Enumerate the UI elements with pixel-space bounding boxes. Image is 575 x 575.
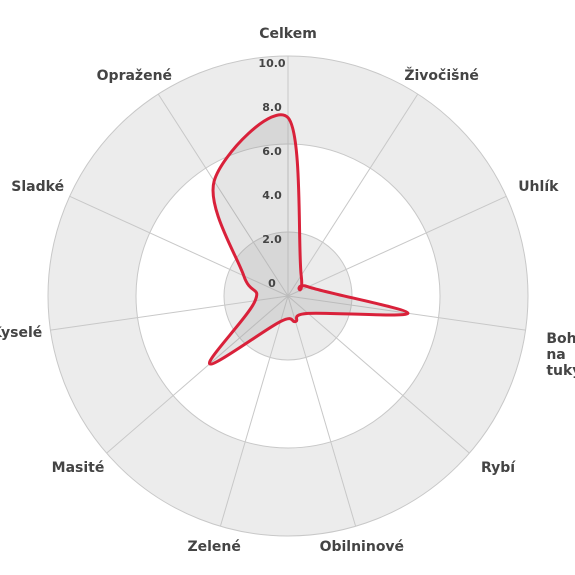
tick-label: 6.0 bbox=[262, 145, 282, 158]
spoke bbox=[287, 195, 507, 297]
axis-label: Kyselé bbox=[0, 325, 43, 342]
tick-label: 10.0 bbox=[258, 57, 285, 70]
axis-label: Obilninové bbox=[319, 539, 405, 556]
spoke bbox=[287, 295, 357, 527]
tick-label: 2.0 bbox=[262, 233, 282, 246]
spoke bbox=[287, 93, 419, 297]
spoke bbox=[157, 93, 289, 297]
axis-label: Zelené bbox=[187, 539, 241, 556]
spoke bbox=[50, 295, 289, 331]
axis-label: Masité bbox=[51, 459, 105, 476]
tick-label: 0 bbox=[268, 277, 276, 290]
spoke bbox=[106, 295, 289, 454]
axis-label: Opražené bbox=[96, 67, 173, 84]
tick-label: 8.0 bbox=[262, 101, 282, 114]
axis-label: Rybí bbox=[480, 459, 516, 476]
axis-label: Sladké bbox=[11, 179, 65, 196]
spoke bbox=[219, 295, 289, 527]
axis-label: Uhlík bbox=[518, 179, 559, 196]
spoke bbox=[287, 295, 470, 454]
tick-label: 4.0 bbox=[262, 189, 282, 202]
spoke bbox=[69, 195, 289, 297]
axis-label: Bohaté na tuky bbox=[546, 331, 575, 380]
axis-label: Celkem bbox=[259, 26, 317, 42]
axis-label: Živočišné bbox=[404, 67, 479, 84]
series-area bbox=[208, 113, 410, 366]
